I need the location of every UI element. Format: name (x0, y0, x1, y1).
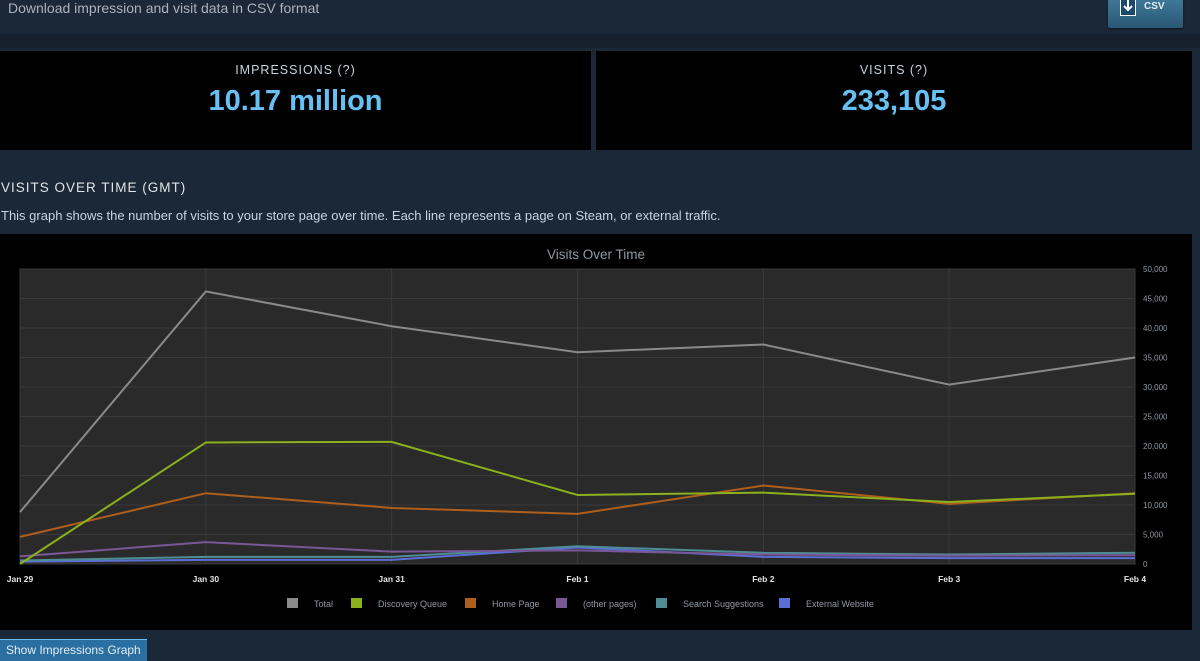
legend-label: (other pages) (583, 599, 637, 609)
legend-label: External Website (806, 599, 874, 609)
legend-swatch (465, 598, 476, 608)
x-tick-label: Jan 30 (193, 574, 220, 584)
y-tick-label: 50,000 (1143, 265, 1168, 274)
legend-item[interactable]: Discovery Queue (351, 598, 447, 609)
legend-item[interactable]: Total (287, 598, 333, 609)
impressions-label[interactable]: IMPRESSIONS (?) (235, 63, 356, 77)
legend-swatch (556, 598, 567, 608)
show-impressions-graph-button[interactable]: Show Impressions Graph (0, 639, 147, 661)
y-tick-label: 0 (1143, 560, 1148, 569)
section-title: VISITS OVER TIME (GMT) (1, 180, 187, 195)
legend-label: Discovery Queue (378, 599, 447, 609)
legend-item[interactable]: Search Suggestions (656, 598, 764, 609)
section-description: This graph shows the number of visits to… (1, 208, 721, 223)
x-tick-label: Jan 29 (7, 574, 34, 584)
y-tick-label: 30,000 (1143, 383, 1168, 392)
series-line-total (19, 290, 1136, 513)
legend-item[interactable]: (other pages) (556, 598, 637, 609)
legend-swatch (351, 598, 362, 608)
y-tick-label: 5,000 (1143, 531, 1164, 540)
y-tick-label: 40,000 (1143, 324, 1168, 333)
series-line-search-suggestions (19, 545, 1136, 562)
chart-panel: Visits Over Time Jan 29 Jan 30 Jan 31 Feb 1… (0, 234, 1192, 630)
download-text: Download impression and visit data in CS… (8, 0, 320, 16)
legend-item[interactable]: External Website (779, 598, 874, 609)
legend-item[interactable]: Home Page (465, 598, 540, 609)
download-icon (1120, 0, 1136, 16)
y-tick-label: 25,000 (1143, 413, 1168, 422)
legend-label: Home Page (492, 599, 540, 609)
csv-download-button[interactable]: CSV (1108, 0, 1183, 28)
impressions-value: 10.17 million (208, 85, 383, 117)
x-tick-label: Jan 31 (378, 574, 405, 584)
bottom-bar (0, 630, 1200, 658)
csv-label: CSV (1144, 1, 1165, 12)
legend-swatch (779, 598, 790, 608)
y-tick-label: 15,000 (1143, 472, 1168, 481)
legend-label: Total (314, 599, 333, 609)
y-tick-label: 20,000 (1143, 442, 1168, 451)
series-line-discovery-queue (19, 440, 1136, 565)
visits-panel: VISITS (?) 233,105 (596, 51, 1192, 150)
series-line-external-website (19, 546, 1135, 563)
series-line-other-pages (19, 541, 1136, 558)
visits-chart: Visits Over Time Jan 29 Jan 30 Jan 31 Feb 1… (7, 247, 1168, 609)
legend-label: Search Suggestions (683, 599, 764, 609)
visits-label[interactable]: VISITS (?) (859, 63, 929, 77)
x-tick-label: Feb 2 (752, 574, 774, 584)
series-line-home-page (19, 484, 1136, 538)
chart-title: Visits Over Time (547, 247, 645, 262)
legend-swatch (656, 598, 667, 608)
y-tick-label: 35,000 (1143, 354, 1168, 363)
x-tick-label: Feb 4 (1124, 574, 1146, 584)
legend-swatch (287, 598, 298, 608)
y-tick-label: 45,000 (1143, 295, 1168, 304)
divider (0, 34, 1200, 48)
x-tick-label: Feb 3 (938, 574, 960, 584)
y-tick-label: 10,000 (1143, 501, 1168, 510)
visits-value: 233,105 (841, 85, 947, 117)
impressions-panel: IMPRESSIONS (?) 10.17 million (0, 51, 591, 150)
x-tick-label: Feb 1 (566, 574, 588, 584)
